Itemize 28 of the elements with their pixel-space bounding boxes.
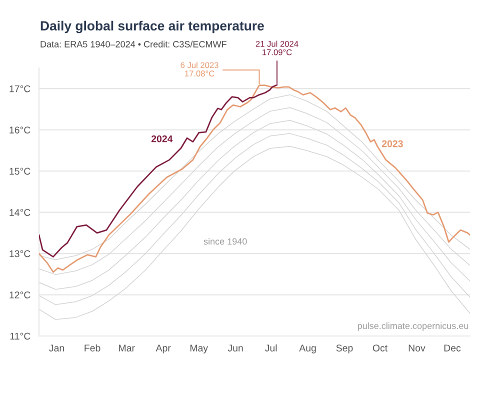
series-label: 2023 (382, 140, 403, 148)
x-tick-label: Jul (265, 344, 277, 352)
x-tick-label: Mar (119, 344, 135, 352)
x-tick-label: Nov (408, 344, 426, 352)
y-tick-label: 17°C (10, 85, 30, 92)
annotation: 21 Jul 2024 17.09°C (256, 40, 298, 56)
chart-subtitle: Data: ERA5 1940–2024 • Credit: C3S/ECMWF (40, 40, 226, 48)
x-tick-label: Feb (84, 344, 100, 352)
y-tick-label: 11°C (10, 332, 30, 340)
annotation: 6 Jul 2023 17.08°C (180, 62, 218, 76)
x-tick-label: Aug (299, 344, 316, 354)
x-tick-label: Oct (372, 344, 388, 352)
annotation: since 1940 (204, 238, 247, 245)
y-tick-label: 15°C (10, 168, 30, 175)
y-tick-label: 14°C (10, 209, 30, 216)
chart-title: Daily global surface air temperature (40, 20, 264, 34)
series-label: 2024 (151, 135, 173, 142)
x-tick-label: Jan (49, 344, 64, 352)
y-tick-label: 12°C (10, 292, 30, 298)
x-tick-label: Apr (156, 344, 171, 354)
line-series (39, 120, 470, 290)
x-tick-label: Jun (228, 344, 243, 352)
y-tick-label: 16°C (10, 126, 30, 134)
x-tick-label: Dec (444, 344, 461, 352)
annotation: pulse.climate.copernicus.eu (358, 322, 468, 331)
y-tick-label: 13°C (10, 250, 30, 258)
x-tick-label: May (190, 344, 208, 354)
x-tick-label: Sep (336, 344, 353, 354)
